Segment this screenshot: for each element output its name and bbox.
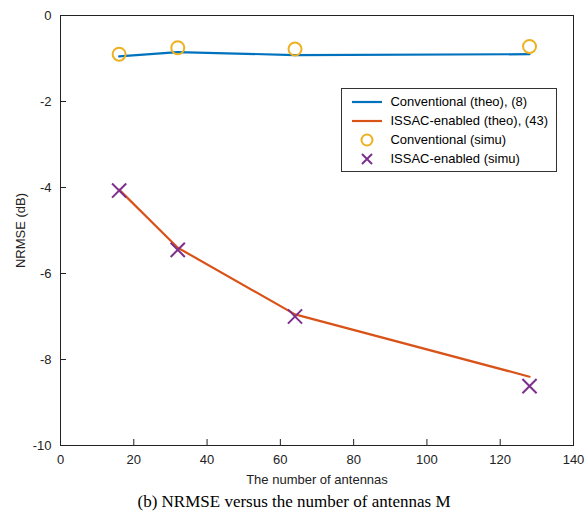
svg-text:-2: -2 [40, 94, 52, 109]
svg-text:0: 0 [44, 8, 51, 23]
svg-text:140: 140 [563, 452, 585, 467]
svg-text:The number of antennas: The number of antennas [246, 472, 388, 487]
html-text:Conventional (simu): Conventional (simu) [390, 132, 507, 148]
html-text:ISSAC-enabled (simu): ISSAC-enabled (simu) [390, 151, 520, 167]
html-text:Conventional (theo), (8): Conventional (theo), (8) [390, 94, 527, 110]
svg-text:40: 40 [200, 452, 214, 467]
svg-text:0: 0 [57, 452, 64, 467]
svg-text:20: 20 [127, 452, 141, 467]
svg-text:NRMSE (dB): NRMSE (dB) [13, 193, 28, 268]
svg-text:-6: -6 [40, 266, 52, 281]
svg-text:100: 100 [416, 452, 438, 467]
svg-text:-4: -4 [40, 180, 52, 195]
svg-text:80: 80 [346, 452, 360, 467]
svg-text:60: 60 [273, 452, 287, 467]
svg-text:120: 120 [489, 452, 511, 467]
html-text:ISSAC-enabled (theo), (43): ISSAC-enabled (theo), (43) [390, 113, 548, 129]
html-text:(b) NRMSE versus the number of: (b) NRMSE versus the number of antennas … [137, 492, 451, 511]
svg-text:-10: -10 [33, 438, 52, 453]
svg-text:-8: -8 [40, 352, 52, 367]
